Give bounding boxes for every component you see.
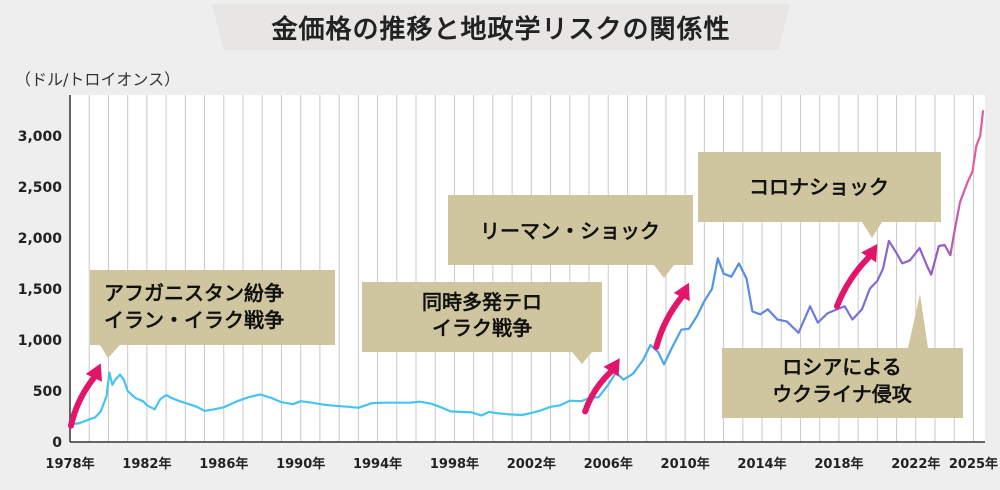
event-arrow-head xyxy=(603,358,620,377)
x-tick-label: 1990年 xyxy=(276,456,325,472)
x-tick-label: 1982年 xyxy=(122,456,171,472)
x-tick-label: 1998年 xyxy=(430,456,479,472)
x-tick-label: 2002年 xyxy=(507,456,556,472)
callout-pointer xyxy=(572,352,592,364)
y-tick-label: 2,000 xyxy=(18,231,63,247)
x-tick-label: 2014年 xyxy=(737,456,786,472)
callout-text: イラク戦争 xyxy=(432,316,532,340)
y-tick-label: 3,000 xyxy=(18,129,63,145)
event-arrow-shaft xyxy=(67,374,97,429)
event-arrow-shaft xyxy=(653,294,685,351)
callout-box xyxy=(698,152,941,222)
title-banner: 金価格の推移と地政学リスクの関係性 xyxy=(212,4,790,50)
callout-text: リーマン・ショック xyxy=(480,219,660,243)
chart-title: 金価格の推移と地政学リスクの関係性 xyxy=(271,14,731,45)
callout-box xyxy=(90,270,335,345)
y-tick-label: 1,500 xyxy=(18,282,63,298)
x-tick-label: 2025年 xyxy=(949,456,998,472)
event-arrow-head xyxy=(861,244,878,263)
x-tick-label: 2018年 xyxy=(814,456,863,472)
y-tick-label: 1,000 xyxy=(18,333,63,349)
callout-text: ウクライナ侵攻 xyxy=(772,382,913,406)
x-tick-label: 2022年 xyxy=(891,456,940,472)
callout-text: ロシアによる xyxy=(782,355,901,379)
event-arrows xyxy=(67,244,878,429)
callout-pointer xyxy=(654,265,674,278)
y-tick-label: 2,500 xyxy=(18,180,63,196)
event-arrow-head xyxy=(85,363,102,382)
callout-text: 同時多発テロ xyxy=(422,290,542,314)
y-tick-label: 0 xyxy=(52,435,62,451)
callout-pointer xyxy=(908,294,928,348)
callout-box xyxy=(722,348,963,418)
x-axis-ticks: 1978年 1982年 1986年 1990年 1994年 1998年 2002年 2006年… xyxy=(45,456,998,472)
callout-text: アフガニスタン紛争 xyxy=(104,281,284,305)
event-arrow-head xyxy=(673,282,690,302)
callout-box xyxy=(362,282,602,352)
callout-pointer xyxy=(862,222,882,238)
y-axis-unit-label: （ドル/トロイオンス） xyxy=(15,70,181,89)
x-tick-label: 1986年 xyxy=(199,456,248,472)
event-arrow-shaft xyxy=(833,254,872,310)
y-tick-label: 500 xyxy=(33,384,62,400)
x-tick-label: 1978年 xyxy=(45,456,94,472)
y-axis-ticks: 0 500 1,000 1,500 2,000 2,500 3,000 xyxy=(18,129,63,451)
x-tick-label: 1994年 xyxy=(353,456,402,472)
callout-text: コロナショック xyxy=(749,175,889,199)
x-tick-label: 2010年 xyxy=(661,456,710,472)
axes xyxy=(69,95,985,443)
callout-box xyxy=(448,195,693,265)
callout-pointer xyxy=(100,345,120,358)
gold-price-line xyxy=(69,110,985,426)
callout-text: イラン・イラク戦争 xyxy=(104,308,284,332)
event-arrow-shaft xyxy=(582,368,615,415)
x-tick-label: 2006年 xyxy=(584,456,633,472)
